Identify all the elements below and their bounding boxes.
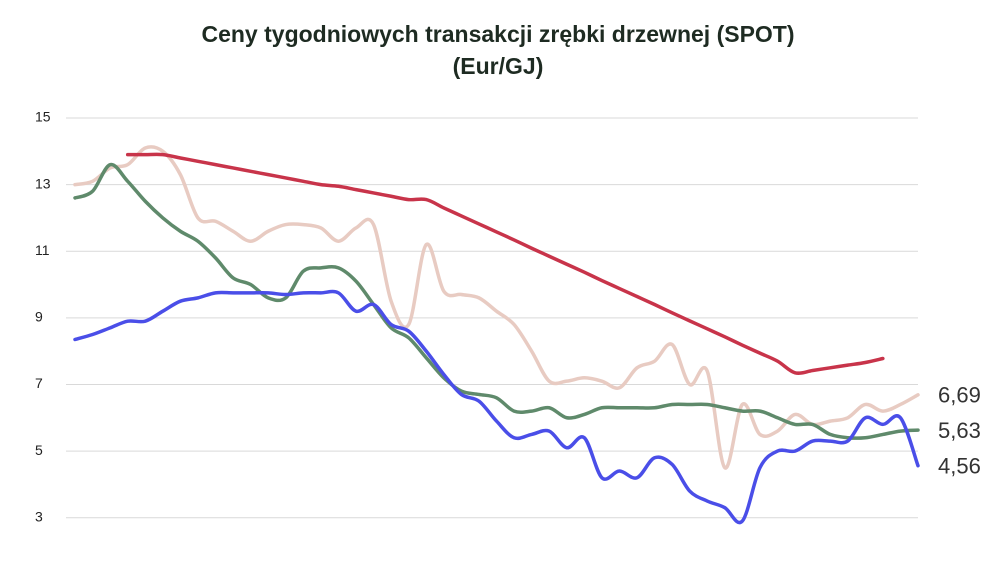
y-tick-label: 3: [35, 508, 43, 524]
series-line: [125, 152, 885, 375]
y-tick-label: 11: [35, 242, 50, 258]
end-value-label: 6,69: [938, 383, 981, 408]
series-line: [73, 145, 920, 470]
series-line: [73, 289, 920, 525]
y-tick-label: 7: [35, 375, 43, 391]
end-value-label: 5,63: [938, 418, 981, 443]
end-value-label: 4,56: [938, 454, 981, 479]
y-tick-label: 15: [35, 109, 51, 125]
chart-title: Ceny tygodniowych transakcji zrębki drze…: [201, 21, 794, 47]
y-tick-label: 13: [35, 175, 51, 191]
chart-title: (Eur/GJ): [453, 53, 544, 79]
series-line: [73, 162, 920, 440]
y-tick-label: 5: [35, 442, 43, 458]
y-tick-label: 9: [35, 309, 43, 325]
